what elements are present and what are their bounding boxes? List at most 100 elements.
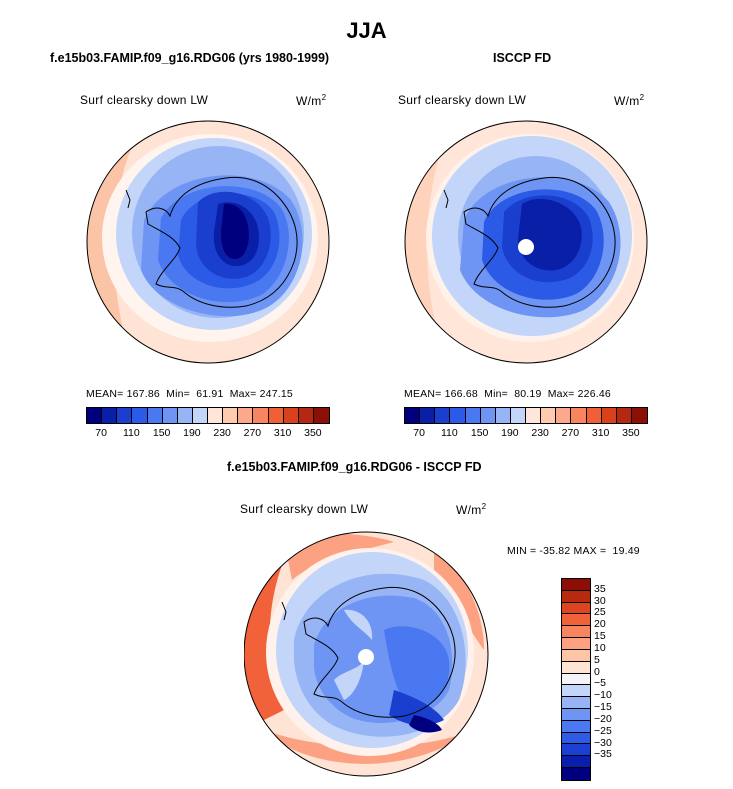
colorbar-tick-label: 20: [594, 618, 606, 631]
colorbar-swatch: [223, 408, 239, 423]
colorbar-swatch: [562, 579, 590, 591]
colorbar-tick-label: −10: [594, 689, 612, 702]
colorbar-swatch: [147, 408, 163, 423]
obs-variable-label: Surf clearsky down LW: [398, 93, 527, 107]
colorbar-tick-label: 70: [95, 427, 107, 439]
colorbar-swatch: [177, 408, 193, 423]
colorbar-swatch: [616, 408, 632, 423]
colorbar-swatch: [192, 408, 208, 423]
colorbar-swatch: [556, 408, 572, 423]
colorbar-swatch: [562, 590, 590, 603]
colorbar-tick-label: 15: [594, 630, 606, 643]
colorbar-swatch: [601, 408, 617, 423]
model-variable-label: Surf clearsky down LW: [80, 93, 209, 107]
colorbar-swatch: [562, 626, 590, 639]
colorbar-tick-label: −30: [594, 736, 612, 749]
colorbar-tick-label: 150: [152, 427, 171, 439]
colorbar-tick-label: 30: [594, 594, 606, 607]
obs-colorbar: [404, 407, 648, 424]
figure-title: JJA: [346, 18, 387, 43]
model-colorbar-ticks: 70 110 150 190 230 270 310 350: [86, 427, 328, 441]
colorbar-tick-label: 5: [594, 653, 600, 666]
colorbar-swatch: [562, 744, 590, 757]
colorbar-swatch: [450, 408, 466, 423]
colorbar-tick-label: −25: [594, 724, 612, 737]
colorbar-tick-label: 270: [243, 427, 262, 439]
obs-colorbar-ticks: 70 110 150 190 230 270 310 350: [404, 427, 646, 441]
colorbar-swatch: [162, 408, 178, 423]
colorbar-swatch: [562, 756, 590, 768]
colorbar-tick-label: 25: [594, 606, 606, 619]
colorbar-swatch: [526, 408, 542, 423]
colorbar-tick-label: 190: [501, 427, 519, 439]
colorbar-swatch: [132, 408, 148, 423]
colorbar-swatch: [562, 673, 590, 686]
diff-variable-label: Surf clearsky down LW: [240, 502, 369, 516]
obs-stats: MEAN= 166.68 Min= 80.19 Max= 226.46: [404, 388, 611, 400]
colorbar-swatch: [283, 408, 299, 423]
colorbar-swatch: [298, 408, 314, 423]
colorbar-swatch: [313, 408, 329, 423]
colorbar-tick-label: 10: [594, 641, 606, 654]
obs-polar-map: [404, 120, 648, 364]
colorbar-tick-label: 310: [591, 427, 610, 439]
diff-colorbar: [561, 578, 591, 781]
colorbar-swatch: [631, 408, 647, 423]
diff-polar-map: [244, 531, 489, 777]
model-stats: MEAN= 167.86 Min= 61.91 Max= 247.15: [86, 388, 293, 400]
colorbar-swatch: [562, 614, 590, 627]
colorbar-swatch: [562, 685, 590, 698]
colorbar-tick-label: 110: [123, 427, 140, 439]
colorbar-swatch: [480, 408, 496, 423]
colorbar-tick-label: 350: [622, 427, 640, 439]
colorbar-swatch: [435, 408, 451, 423]
colorbar-tick-label: 0: [594, 665, 600, 678]
colorbar-swatch: [253, 408, 269, 423]
model-units-label: W/m2: [296, 93, 327, 108]
colorbar-tick-label: −5: [594, 677, 606, 690]
colorbar-swatch: [562, 720, 590, 733]
colorbar-swatch: [420, 408, 436, 423]
colorbar-tick-label: 190: [183, 427, 201, 439]
diff-colorbar-ticks: 35 30 25 20 15 10 5 0 −5 −10 −15 −20 −25 −30 −35: [594, 578, 634, 779]
colorbar-swatch: [117, 408, 133, 423]
colorbar-tick-label: −35: [594, 748, 612, 761]
obs-units-label: W/m2: [614, 93, 645, 108]
colorbar-tick-label: 350: [304, 427, 322, 439]
colorbar-tick-label: −20: [594, 712, 612, 725]
colorbar-swatch: [562, 661, 590, 674]
colorbar-swatch: [495, 408, 511, 423]
colorbar-tick-label: 230: [213, 427, 231, 439]
model-panel-title: f.e15b03.FAMIP.f09_g16.RDG06 (yrs 1980-1…: [50, 51, 330, 65]
colorbar-tick-label: 230: [531, 427, 549, 439]
colorbar-swatch: [238, 408, 254, 423]
diff-stats: MIN = -35.82 MAX = 19.49: [507, 545, 640, 557]
colorbar-swatch: [562, 602, 590, 615]
colorbar-tick-label: 270: [561, 427, 580, 439]
colorbar-swatch: [102, 408, 118, 423]
colorbar-swatch: [87, 408, 103, 423]
colorbar-tick-label: 150: [470, 427, 489, 439]
colorbar-swatch: [268, 408, 284, 423]
colorbar-swatch: [562, 732, 590, 745]
colorbar-swatch: [562, 649, 590, 662]
colorbar-swatch: [465, 408, 481, 423]
model-colorbar: [86, 407, 330, 424]
colorbar-swatch: [562, 638, 590, 650]
colorbar-swatch: [562, 697, 590, 709]
diff-units-label: W/m2: [456, 502, 487, 517]
colorbar-tick-label: 35: [594, 582, 606, 595]
colorbar-swatch: [586, 408, 602, 423]
colorbar-swatch: [405, 408, 421, 423]
colorbar-swatch: [208, 408, 224, 423]
obs-panel-title: ISCCP FD: [493, 51, 552, 65]
colorbar-tick-label: 110: [441, 427, 458, 439]
colorbar-tick-label: 310: [273, 427, 292, 439]
diff-panel-title: f.e15b03.FAMIP.f09_g16.RDG06 - ISCCP FD: [227, 460, 482, 474]
model-polar-map: [86, 120, 330, 364]
colorbar-tick-label: 70: [413, 427, 425, 439]
colorbar-tick-label: −15: [594, 701, 612, 714]
colorbar-swatch: [562, 708, 590, 721]
colorbar-swatch: [571, 408, 587, 423]
colorbar-swatch: [510, 408, 526, 423]
